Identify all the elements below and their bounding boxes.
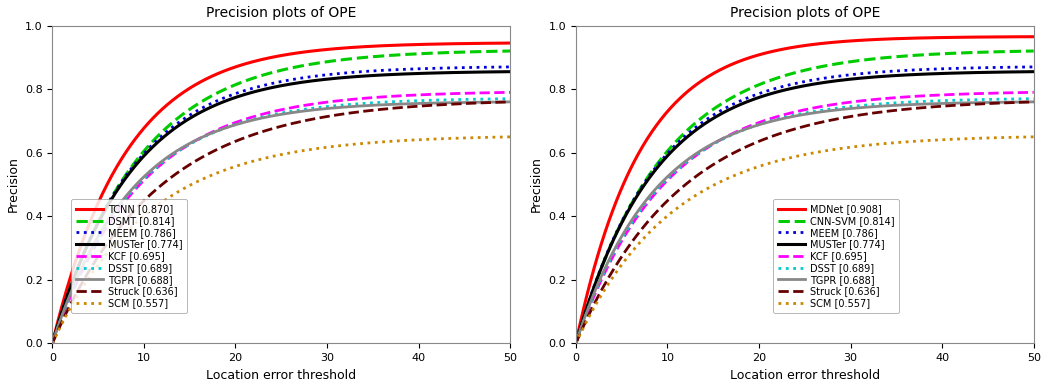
X-axis label: Location error threshold: Location error threshold <box>206 369 356 382</box>
Legend: MDNet [0.908], CNN-SVM [0.814], MEEM [0.786], MUSTer [0.774], KCF [0.695], DSST : MDNet [0.908], CNN-SVM [0.814], MEEM [0.… <box>773 199 899 313</box>
X-axis label: Location error threshold: Location error threshold <box>730 369 879 382</box>
Title: Precision plots of OPE: Precision plots of OPE <box>730 6 879 20</box>
Title: Precision plots of OPE: Precision plots of OPE <box>206 6 356 20</box>
Legend: TCNN [0.870], DSMT [0.814], MEEM [0.786], MUSTer [0.774], KCF [0.695], DSST [0.6: TCNN [0.870], DSMT [0.814], MEEM [0.786]… <box>71 199 187 313</box>
Y-axis label: Precision: Precision <box>6 157 19 213</box>
Y-axis label: Precision: Precision <box>530 157 542 213</box>
